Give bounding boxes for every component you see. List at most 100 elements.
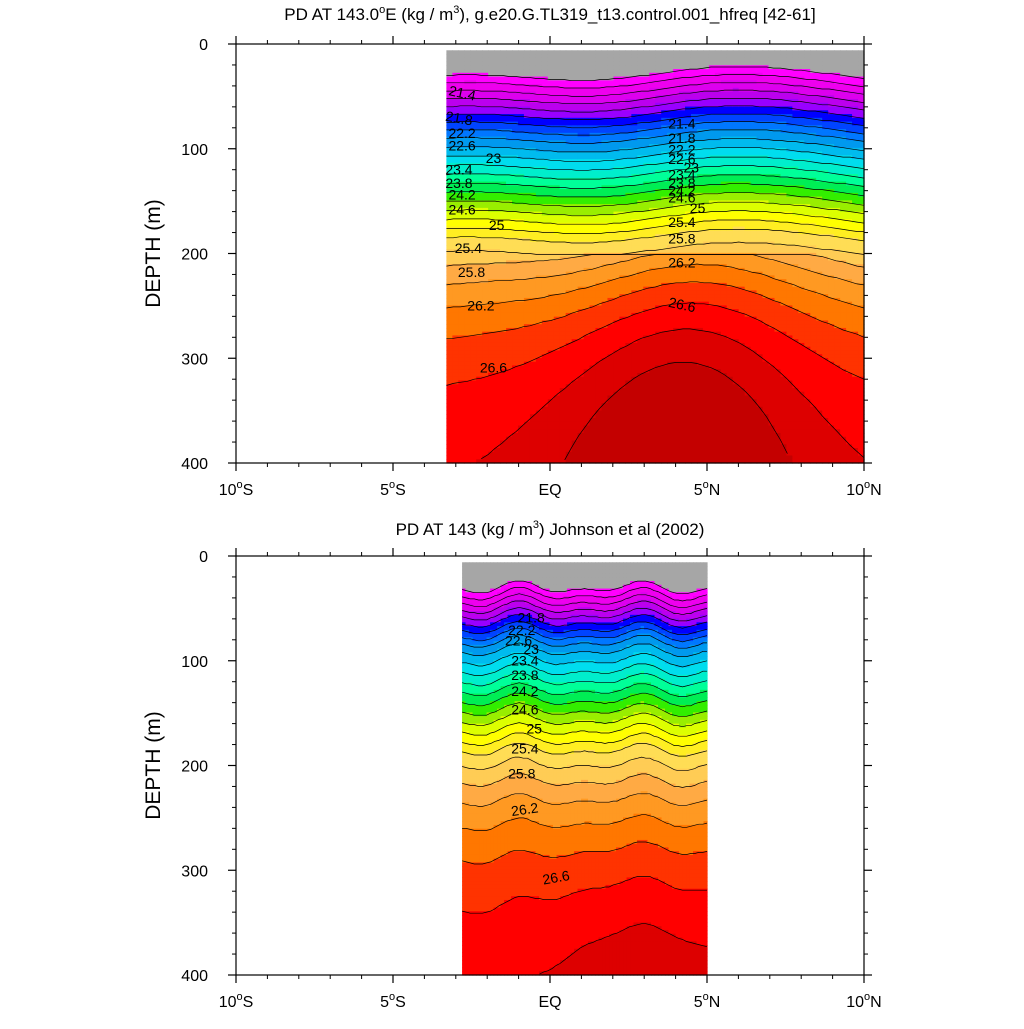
contour-cell bbox=[696, 429, 704, 434]
contour-cell bbox=[708, 324, 716, 329]
contour-cell bbox=[613, 91, 620, 96]
contour-cell bbox=[529, 65, 537, 70]
contour-cell bbox=[625, 192, 632, 198]
contour-cell bbox=[523, 65, 531, 70]
contour-cell bbox=[619, 357, 626, 363]
contour-cell bbox=[607, 91, 615, 96]
contour-cell bbox=[571, 256, 579, 261]
contour-cell bbox=[685, 192, 692, 198]
contour-cell bbox=[667, 294, 674, 299]
contour-cell bbox=[494, 324, 501, 329]
contour-cell bbox=[452, 159, 459, 164]
contour-cell bbox=[619, 324, 626, 329]
contour-cell bbox=[583, 226, 591, 231]
contour-cell bbox=[679, 365, 686, 370]
contour-cell bbox=[619, 455, 626, 460]
contour-cell bbox=[500, 384, 507, 389]
contour-cell bbox=[464, 185, 471, 190]
contour-cell bbox=[637, 406, 644, 412]
contour-cell bbox=[541, 459, 549, 464]
contour-cell bbox=[625, 327, 632, 333]
contour-cell bbox=[517, 72, 525, 78]
contour-cell bbox=[506, 177, 513, 183]
contour-cell bbox=[643, 69, 650, 74]
contour-cell bbox=[696, 309, 704, 314]
contour-cell bbox=[535, 320, 543, 325]
contour-cell bbox=[595, 399, 603, 404]
contour-cell bbox=[523, 365, 531, 370]
contour-cell bbox=[685, 189, 692, 194]
contour-cell bbox=[595, 417, 603, 423]
contour-cell bbox=[667, 425, 674, 430]
contour-cell bbox=[464, 425, 471, 430]
contour-cell bbox=[529, 140, 537, 145]
contour-cell bbox=[523, 144, 531, 149]
contour-cell bbox=[583, 222, 591, 228]
contour-cell bbox=[673, 72, 680, 78]
contour-cell bbox=[470, 342, 477, 348]
contour-cell bbox=[655, 290, 662, 295]
contour-cell bbox=[470, 320, 477, 325]
contour-cell bbox=[553, 421, 561, 427]
contour-cell bbox=[529, 72, 537, 78]
contour-cell bbox=[637, 327, 644, 333]
contour-cell bbox=[655, 357, 662, 363]
contour-cell bbox=[631, 76, 638, 81]
contour-cell bbox=[571, 376, 579, 382]
contour-cell bbox=[690, 132, 698, 138]
contour-cell bbox=[500, 440, 507, 445]
contour-cell bbox=[488, 357, 495, 363]
contour-cell bbox=[577, 421, 585, 427]
contour-cell bbox=[631, 324, 638, 329]
contour-cell bbox=[589, 312, 597, 318]
contour-cell bbox=[619, 61, 626, 66]
contour-cell bbox=[464, 222, 471, 228]
contour-cell bbox=[482, 459, 489, 464]
contour-cell bbox=[673, 252, 680, 258]
contour-cell bbox=[661, 459, 668, 464]
contour-cell bbox=[512, 57, 519, 63]
contour-cell bbox=[464, 174, 471, 179]
contour-cell bbox=[631, 226, 638, 231]
contour-cell bbox=[589, 226, 597, 231]
contour-cell bbox=[583, 260, 591, 265]
contour-cell bbox=[637, 72, 644, 78]
contour-cell bbox=[673, 237, 680, 243]
contour-cell bbox=[708, 110, 716, 115]
contour-cell bbox=[565, 174, 573, 179]
contour-cell bbox=[458, 121, 465, 126]
contour-cell bbox=[565, 267, 573, 273]
contour-cell bbox=[595, 436, 603, 442]
contour-cell bbox=[631, 425, 638, 430]
contour-cell bbox=[661, 162, 668, 168]
contour-cell bbox=[452, 305, 459, 310]
contour-cell bbox=[589, 327, 597, 333]
contour-cell bbox=[547, 264, 555, 269]
contour-cell bbox=[464, 211, 471, 216]
contour-cell bbox=[476, 279, 483, 284]
contour-cell bbox=[643, 102, 650, 108]
contour-cell bbox=[529, 282, 537, 288]
contour-cell bbox=[571, 279, 579, 284]
contour-cell bbox=[696, 312, 704, 318]
contour-cell bbox=[637, 372, 644, 378]
contour-cell bbox=[631, 391, 638, 397]
contour-cell bbox=[625, 305, 632, 310]
contour-cell bbox=[690, 50, 698, 55]
contour-cell bbox=[547, 200, 555, 205]
contour-cell bbox=[702, 324, 710, 329]
contour-cell bbox=[565, 147, 573, 153]
contour-cell bbox=[553, 342, 561, 348]
contour-cell bbox=[631, 110, 638, 115]
contour-cell bbox=[643, 354, 650, 359]
contour-cell bbox=[571, 444, 579, 449]
contour-cell bbox=[667, 237, 674, 243]
contour-cell bbox=[488, 121, 495, 126]
contour-cell bbox=[446, 459, 453, 464]
contour-cell bbox=[690, 294, 698, 299]
contour-cell bbox=[589, 455, 597, 460]
contour-cell bbox=[690, 335, 698, 340]
contour-cell bbox=[464, 177, 471, 183]
contour-cell bbox=[541, 91, 549, 96]
contour-cell bbox=[500, 99, 507, 104]
